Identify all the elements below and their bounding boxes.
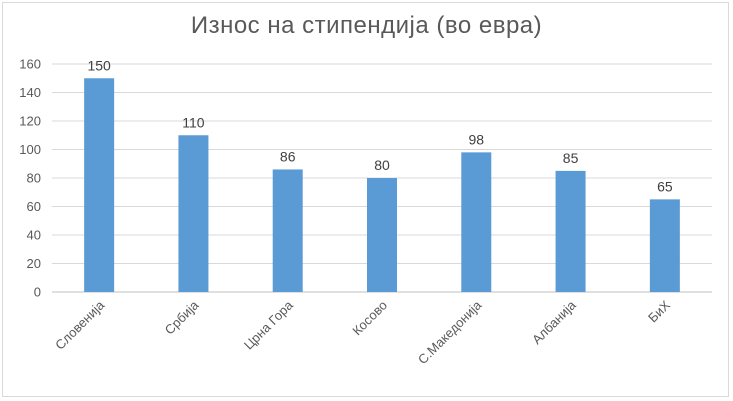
chart-frame <box>2 2 729 397</box>
y-tick-label: 100 <box>19 142 41 157</box>
x-tick-label: Словенија <box>52 297 108 353</box>
bar <box>555 170 586 292</box>
y-tick-label: 160 <box>19 57 41 72</box>
chart-title: Износ на стипендија (во евра) <box>190 12 543 39</box>
data-label: 110 <box>182 114 205 130</box>
y-tick-label: 120 <box>19 114 41 129</box>
data-label: 80 <box>374 157 390 173</box>
x-tick-label: Црна Гора <box>241 297 297 353</box>
bar <box>84 78 115 292</box>
bar <box>272 169 303 292</box>
bar <box>367 178 397 292</box>
data-label: 86 <box>280 148 296 164</box>
x-tick-label: Албанија <box>529 297 579 347</box>
data-label: 98 <box>468 131 484 147</box>
x-tick-label: Косово <box>349 298 390 339</box>
bar <box>461 152 492 292</box>
y-tick-label: 40 <box>27 228 41 243</box>
y-tick-label: 80 <box>27 171 41 186</box>
y-tick-label: 20 <box>27 256 41 271</box>
x-tick-label: С.Македонија <box>415 297 485 367</box>
data-label: 85 <box>563 150 579 166</box>
bar <box>178 135 209 292</box>
y-tick-label: 60 <box>27 199 41 214</box>
x-tick-label: Србија <box>162 297 202 337</box>
data-label: 150 <box>87 57 111 73</box>
x-tick-label: БиХ <box>645 297 673 325</box>
y-tick-label: 0 <box>34 285 41 300</box>
bar <box>649 199 680 292</box>
y-tick-label: 140 <box>19 85 41 100</box>
data-label: 65 <box>657 178 673 194</box>
